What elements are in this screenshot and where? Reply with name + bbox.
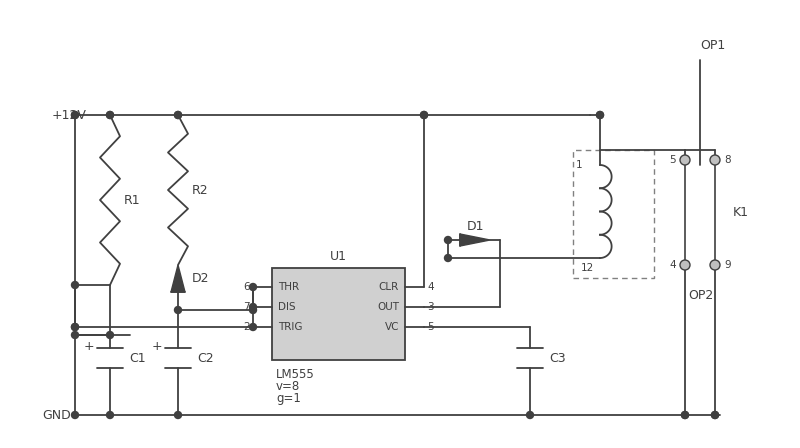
Circle shape [250, 284, 257, 290]
Circle shape [106, 332, 114, 339]
Circle shape [71, 323, 78, 331]
Circle shape [71, 412, 78, 418]
Text: K1: K1 [733, 206, 749, 219]
Circle shape [445, 237, 451, 244]
Text: VC: VC [385, 322, 399, 332]
Text: R2: R2 [192, 184, 209, 197]
Text: OP1: OP1 [700, 39, 726, 52]
Circle shape [250, 323, 257, 331]
Text: +: + [84, 340, 94, 353]
Text: 12: 12 [581, 263, 594, 273]
Polygon shape [460, 234, 490, 246]
Text: 2: 2 [243, 322, 250, 332]
Circle shape [106, 112, 114, 119]
Circle shape [711, 412, 718, 418]
Circle shape [710, 155, 720, 165]
Circle shape [597, 112, 603, 119]
Circle shape [421, 112, 427, 119]
Circle shape [71, 332, 78, 339]
Text: CLR: CLR [378, 282, 399, 292]
Circle shape [250, 303, 257, 310]
Text: 4: 4 [670, 260, 676, 270]
Text: THR: THR [278, 282, 299, 292]
Circle shape [710, 260, 720, 270]
Circle shape [526, 412, 534, 418]
Polygon shape [171, 265, 185, 292]
Text: D2: D2 [192, 271, 210, 284]
Text: OP2: OP2 [688, 289, 714, 302]
Text: 4: 4 [427, 282, 434, 292]
Bar [272, 268, 405, 360]
Circle shape [680, 260, 690, 270]
Circle shape [71, 323, 78, 331]
Text: LM555: LM555 [276, 367, 314, 380]
Circle shape [711, 412, 718, 418]
Circle shape [71, 281, 78, 289]
Text: 5: 5 [670, 155, 676, 165]
Circle shape [250, 306, 257, 314]
Text: 5: 5 [427, 322, 434, 332]
Circle shape [680, 155, 690, 165]
Text: C2: C2 [197, 352, 214, 365]
Circle shape [174, 112, 182, 119]
Text: U1: U1 [330, 250, 347, 263]
Circle shape [445, 254, 451, 262]
Text: TRIG: TRIG [278, 322, 302, 332]
Text: C3: C3 [549, 352, 566, 365]
Circle shape [174, 306, 182, 314]
Text: 3: 3 [427, 302, 434, 312]
Text: 9: 9 [724, 260, 730, 270]
Text: R1: R1 [124, 194, 141, 207]
Circle shape [71, 112, 78, 119]
Circle shape [174, 112, 182, 119]
Circle shape [71, 112, 78, 119]
Text: +12V: +12V [52, 108, 87, 121]
Text: g=1: g=1 [276, 392, 301, 405]
Text: D1: D1 [466, 220, 484, 233]
Circle shape [106, 112, 114, 119]
Text: C1: C1 [129, 352, 146, 365]
Text: 1: 1 [575, 160, 582, 170]
Circle shape [597, 112, 603, 119]
Text: DIS: DIS [278, 302, 296, 312]
Circle shape [106, 412, 114, 418]
Bar [573, 150, 654, 278]
Text: 7: 7 [243, 302, 250, 312]
Circle shape [421, 112, 427, 119]
Text: 8: 8 [724, 155, 730, 165]
Text: GND: GND [42, 409, 70, 422]
Circle shape [682, 412, 689, 418]
Text: v=8: v=8 [276, 379, 300, 392]
Text: +: + [152, 340, 162, 353]
Circle shape [174, 412, 182, 418]
Text: OUT: OUT [377, 302, 399, 312]
Circle shape [682, 412, 689, 418]
Text: 6: 6 [243, 282, 250, 292]
